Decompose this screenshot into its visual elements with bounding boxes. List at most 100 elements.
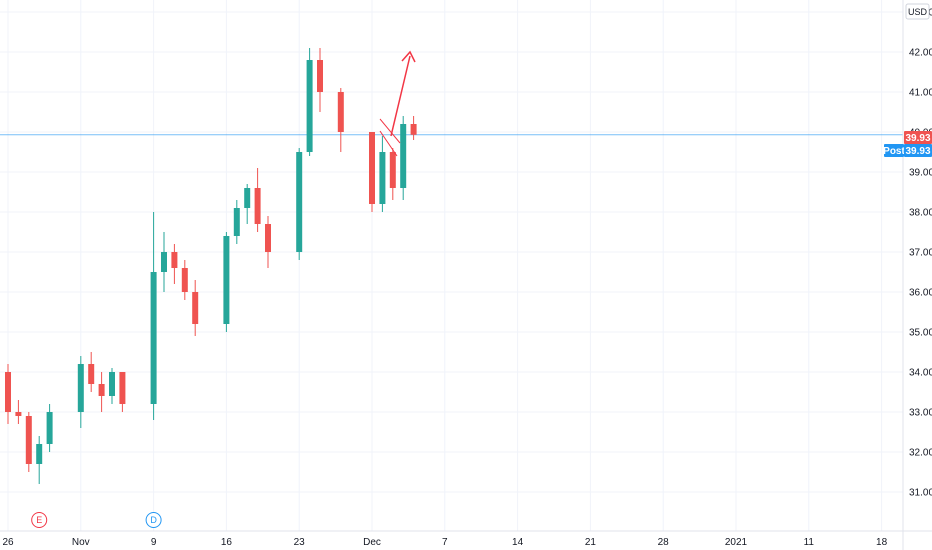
candle	[119, 372, 126, 412]
candles	[5, 48, 417, 484]
x-tick-label: Nov	[72, 537, 90, 548]
event-letter: E	[36, 515, 42, 525]
y-tick-label: 42.00	[909, 48, 932, 59]
candle	[400, 116, 407, 200]
candle	[233, 200, 240, 244]
candle-body	[400, 124, 407, 188]
candle	[36, 436, 43, 484]
candle	[150, 212, 157, 420]
x-tick-label: 7	[442, 537, 448, 548]
x-tick-label: 23	[294, 537, 306, 548]
candle	[317, 48, 323, 112]
candle-body	[317, 60, 323, 92]
flag-upper-line[interactable]	[379, 118, 401, 144]
y-tick-label: 31.00	[909, 488, 932, 499]
post-market-tag: Post	[883, 146, 905, 157]
x-tick-label: 2021	[725, 537, 748, 548]
candle	[109, 368, 115, 404]
candle-body	[161, 252, 167, 272]
candle-body	[379, 152, 386, 204]
flag-lower-line[interactable]	[379, 130, 398, 157]
event-letter: D	[150, 515, 157, 525]
x-tick-label: 11	[804, 537, 815, 548]
candle-body	[77, 364, 84, 412]
candle	[181, 260, 188, 300]
x-tick-label: 21	[585, 537, 597, 548]
price-axis[interactable]: 31.00 32.00 33.00 34.00 35.00 36.00 37.00 38.00…	[909, 8, 932, 499]
candle-body	[337, 92, 344, 132]
candle-body	[15, 412, 22, 416]
candle-body	[119, 372, 126, 404]
candle-body	[265, 224, 271, 252]
candle	[171, 244, 178, 284]
candle	[410, 116, 417, 140]
candle-body	[254, 188, 261, 224]
candle	[192, 280, 199, 336]
x-tick-label: 18	[876, 537, 888, 548]
y-tick-label: 39.00	[909, 168, 932, 179]
x-tick-label: 28	[658, 537, 670, 548]
event-marker[interactable]: D	[145, 512, 162, 528]
y-tick-label: 36.00	[909, 288, 932, 299]
candle	[244, 184, 251, 224]
x-tick-label: 9	[151, 537, 157, 548]
post-market-value: 39.93	[905, 146, 930, 157]
candle-body	[296, 152, 303, 252]
candle	[389, 148, 396, 200]
time-axis[interactable]: 26 Nov 9 16 23 Dec 7 14 21 28 2021 11 18	[2, 537, 887, 548]
y-tick-label: 34.00	[909, 368, 932, 379]
y-tick-label: 32.00	[909, 448, 932, 459]
x-tick-label: 14	[512, 537, 524, 548]
candle	[46, 404, 53, 452]
candle	[25, 412, 32, 472]
candle-body	[5, 372, 11, 412]
candle-body	[46, 412, 53, 444]
candle	[337, 88, 344, 152]
event-circle	[31, 512, 48, 528]
candle-body	[181, 268, 188, 292]
candle	[265, 216, 271, 268]
candle-body	[223, 236, 230, 324]
currency-label: USD	[908, 7, 928, 17]
candle-body	[233, 208, 240, 236]
candle	[98, 372, 105, 412]
forecast-arrow-line[interactable]	[390, 55, 411, 137]
candle	[223, 232, 230, 332]
last-price-value: 39.93	[905, 133, 930, 144]
candle-body	[410, 124, 417, 135]
post-market-label: Post 39.93	[883, 144, 932, 157]
event-circle	[145, 512, 162, 528]
candle-body	[150, 272, 157, 404]
y-tick-label: 33.00	[909, 408, 932, 419]
x-tick-label: 26	[2, 537, 14, 548]
candle-body	[192, 292, 199, 324]
currency-badge[interactable]: USD	[905, 3, 930, 20]
candle-body	[306, 60, 313, 152]
forecast-arrow-head-icon[interactable]	[401, 50, 416, 63]
y-tick-label: 41.00	[909, 88, 932, 99]
candle-body	[389, 152, 396, 188]
grid	[0, 0, 903, 531]
candle	[88, 352, 95, 392]
candle	[306, 48, 313, 156]
last-price-label: 39.93	[904, 131, 932, 144]
x-tick-label: 16	[221, 537, 233, 548]
candle	[15, 400, 22, 424]
candle-body	[369, 132, 375, 204]
candle	[379, 136, 386, 212]
candle-body	[36, 444, 43, 464]
candle	[5, 364, 11, 424]
trend-drawing[interactable]	[379, 50, 416, 157]
candle-body	[88, 364, 95, 384]
candle	[77, 356, 84, 428]
candle	[254, 168, 261, 232]
candle-body	[109, 372, 115, 396]
candle-body	[244, 188, 251, 208]
candle-body	[171, 252, 178, 268]
event-marker[interactable]: E	[31, 512, 48, 528]
candle-body	[98, 384, 105, 396]
candle	[369, 132, 375, 212]
candle	[161, 232, 167, 292]
